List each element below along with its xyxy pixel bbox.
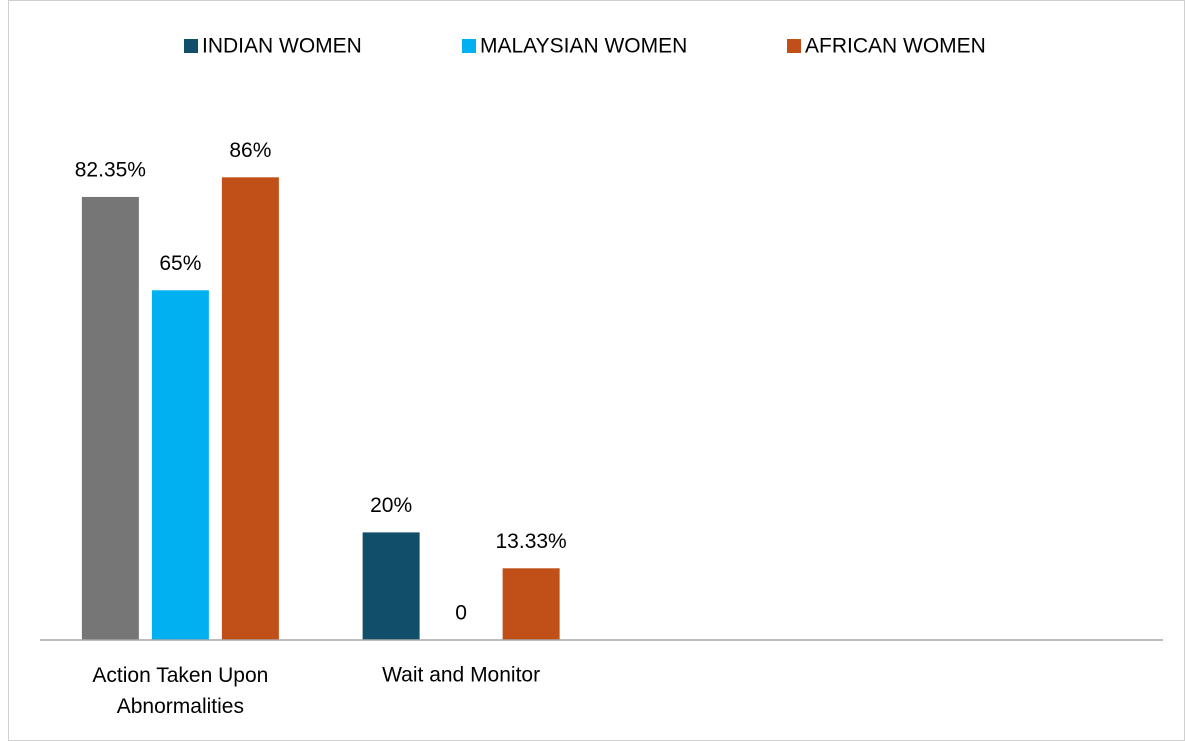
data-label: 82.35% (75, 159, 146, 182)
data-label: 13.33% (496, 530, 567, 553)
x-tick-label: Wait and Monitor (382, 664, 540, 687)
legend-swatch (787, 39, 801, 53)
data-label: 65% (159, 252, 201, 275)
bar (221, 177, 279, 640)
bar (502, 568, 560, 640)
bar (362, 532, 420, 640)
legend-label: MALAYSIAN WOMEN (480, 35, 687, 58)
x-tick-label: Action Taken Upon Abnormalities (92, 664, 268, 718)
data-label: 20% (370, 494, 412, 517)
legend-label: INDIAN WOMEN (202, 35, 362, 58)
data-label: 86% (229, 139, 271, 162)
legend-label: AFRICAN WOMEN (805, 35, 986, 58)
bar (81, 196, 139, 640)
bar (151, 290, 209, 640)
legend-swatch (462, 39, 476, 53)
legend-swatch (184, 39, 198, 53)
data-label: 0 (455, 602, 467, 625)
